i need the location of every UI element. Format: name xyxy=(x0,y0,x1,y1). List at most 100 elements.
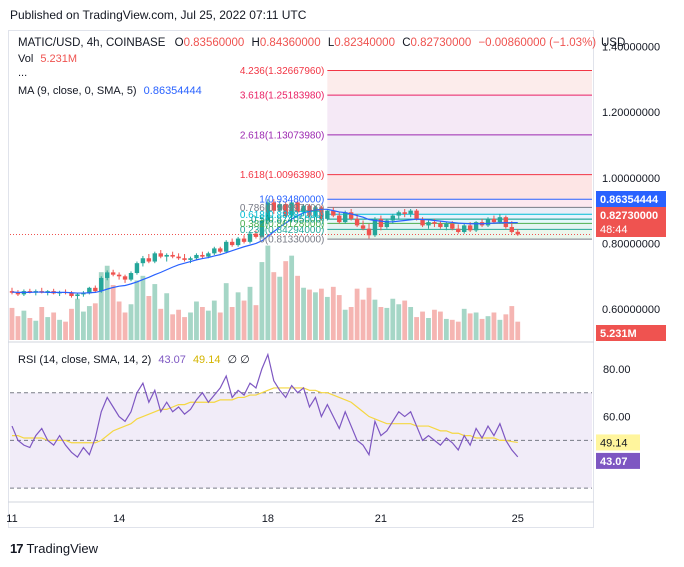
change-value: −0.00860000 (−1.03%) xyxy=(478,37,597,49)
fib-level-label: 0.5(0.87405000) xyxy=(251,215,324,226)
fib-level-label: 4.236(1.32667960) xyxy=(240,66,325,77)
volume-bar xyxy=(33,320,39,340)
close-label: C xyxy=(402,37,411,49)
volume-bar xyxy=(200,307,205,340)
open-value: 0.83560000 xyxy=(183,37,245,49)
volume-bar xyxy=(414,317,419,340)
symbol-name[interactable]: MATIC/USD, 4h, COINBASE xyxy=(18,37,166,49)
ma-label[interactable]: MA (9, close, 0, SMA, 5) xyxy=(18,85,137,97)
volume-bar xyxy=(408,307,414,340)
volume-bar xyxy=(324,296,330,340)
fib-level-label: 2.618(1.13073980) xyxy=(240,130,325,141)
ma-price-badge: 0.86354444 xyxy=(600,194,659,206)
volume-bar xyxy=(313,292,318,340)
fib-zone xyxy=(327,70,592,96)
candle-body xyxy=(110,272,116,275)
fib-zone xyxy=(327,214,592,220)
candle-body xyxy=(337,215,342,223)
candle-body xyxy=(229,241,235,246)
candle-body xyxy=(218,248,223,252)
volume-bar xyxy=(205,310,211,340)
candle-body xyxy=(9,291,15,293)
candle-body xyxy=(414,210,419,219)
rsi-label[interactable]: RSI (14, close, SMA, 14, 2) xyxy=(18,354,152,366)
fib-zone xyxy=(327,229,592,240)
volume-bar xyxy=(140,275,146,340)
candle-body xyxy=(360,225,366,229)
volume-bar xyxy=(426,318,431,340)
tradingview-brand[interactable]: 17 TradingView xyxy=(10,541,98,556)
volume-bar xyxy=(21,310,27,340)
volume-bar xyxy=(384,307,390,340)
rsi-legend: RSI (14, close, SMA, 14, 2) 43.07 49.14 … xyxy=(18,353,250,366)
more-indicators-button[interactable]: ... xyxy=(18,67,28,79)
rsi-sma-line xyxy=(12,387,518,444)
time-tick-label: 14 xyxy=(113,513,125,525)
candle-body xyxy=(301,205,306,213)
volume-bar xyxy=(259,262,265,340)
rsi-sma-value: 49.14 xyxy=(192,354,221,366)
volume-bar xyxy=(497,319,503,340)
high-label: H xyxy=(251,37,260,49)
volume-bar xyxy=(503,314,509,340)
candle-body xyxy=(444,223,449,228)
candle-body xyxy=(15,292,21,295)
volume-badge: 5.231M xyxy=(600,328,637,340)
volume-bar xyxy=(211,300,217,340)
time-tick-label: 11 xyxy=(6,513,17,525)
low-label: L xyxy=(327,37,335,49)
volume-bar xyxy=(449,319,455,340)
fib-zone xyxy=(327,95,592,135)
candle-body xyxy=(265,202,271,221)
rsi-value: 43.07 xyxy=(158,354,186,366)
volume-bar xyxy=(164,293,170,340)
candle-body xyxy=(93,287,98,292)
candle-body xyxy=(456,228,461,232)
volume-bar xyxy=(223,283,229,340)
volume-bar xyxy=(39,307,45,340)
volume-bar xyxy=(75,298,80,340)
chart-frame xyxy=(8,30,594,528)
candle-body xyxy=(247,233,253,242)
volume-bar xyxy=(98,272,104,340)
volume-bar xyxy=(146,296,152,340)
candle-body xyxy=(348,212,354,219)
volume-bar xyxy=(402,300,408,340)
candle-body xyxy=(450,223,455,229)
volume-bar xyxy=(515,321,521,340)
candle-body xyxy=(390,215,395,221)
time-tick-label: 21 xyxy=(375,513,387,525)
candle-body xyxy=(473,222,479,231)
fib-level-label: 0.618(0.88887000) xyxy=(240,210,325,221)
candle-body xyxy=(235,238,241,246)
close-price-badge-bg xyxy=(596,207,666,237)
volume-bar xyxy=(92,303,98,340)
candle-body xyxy=(259,220,265,237)
fib-level-label: 0.382(0.86128000) xyxy=(240,219,325,230)
volume-bar xyxy=(277,276,283,340)
volume-bar xyxy=(15,316,21,340)
candle-body xyxy=(432,222,437,224)
candle-body xyxy=(253,233,259,237)
volume-bar xyxy=(438,311,443,340)
candle-body xyxy=(396,212,401,216)
candle-body xyxy=(313,207,318,216)
candle-body xyxy=(212,248,217,254)
candle-body xyxy=(170,254,175,257)
price-tick-label: 1.20000000 xyxy=(602,107,660,119)
rsi-tick-label: 60.00 xyxy=(603,412,631,424)
candle-body xyxy=(146,258,152,262)
fib-zone xyxy=(327,207,592,215)
volume-bar xyxy=(51,312,57,340)
volume-bar xyxy=(45,317,51,340)
volume-bar xyxy=(122,312,128,340)
volume-bar xyxy=(229,307,235,340)
vol-label[interactable]: Vol xyxy=(18,53,34,65)
volume-bar xyxy=(69,308,74,340)
volume-bar xyxy=(330,286,336,340)
axes: 0.60000000 0.80000000 1.00000000 1.20000000… xyxy=(6,41,666,525)
candle-body xyxy=(176,256,181,259)
candle-body xyxy=(354,218,360,226)
